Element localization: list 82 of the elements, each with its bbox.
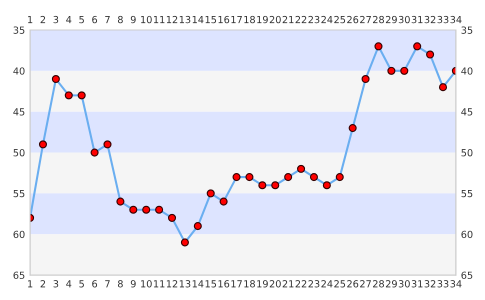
category-label: 22 bbox=[296, 16, 306, 24]
category-label: 8 bbox=[118, 16, 123, 24]
category-label: 29 bbox=[386, 16, 397, 24]
category-label: 15 bbox=[206, 16, 216, 24]
category-label: 2 bbox=[40, 16, 46, 24]
category-label: 23 bbox=[308, 16, 320, 24]
y-tick-label: 45 bbox=[13, 108, 24, 116]
x-tick-label: 22 bbox=[296, 280, 306, 288]
category-label: 21 bbox=[282, 16, 294, 24]
x-tick-label: 24 bbox=[321, 280, 332, 288]
category-label: 13 bbox=[180, 16, 190, 24]
category-label: 25 bbox=[334, 16, 346, 24]
x-tick-label: 9 bbox=[130, 280, 136, 288]
x-tick-label: 19 bbox=[257, 280, 268, 288]
y2-tick-label: 45 bbox=[461, 108, 472, 116]
category-label: 33 bbox=[438, 16, 448, 24]
x-tick-label: 17 bbox=[231, 280, 242, 288]
y-tick-label: 60 bbox=[14, 230, 25, 238]
x-tick-label: 3 bbox=[54, 280, 58, 288]
y-tick-label: 40 bbox=[13, 67, 25, 75]
x-tick-label: 21 bbox=[282, 280, 294, 288]
category-label: 10 bbox=[141, 16, 152, 24]
x-tick-label: 14 bbox=[192, 280, 204, 288]
category-label: 19 bbox=[257, 16, 268, 24]
x-tick-label: 2 bbox=[40, 280, 46, 288]
x-tick-label: 20 bbox=[270, 280, 281, 288]
x-tick-label: 12 bbox=[166, 280, 178, 288]
x-tick-label: 18 bbox=[244, 280, 255, 288]
x-tick-label: 34 bbox=[450, 280, 462, 288]
x-tick-label: 28 bbox=[373, 280, 384, 288]
x-tick-label: 25 bbox=[334, 280, 346, 288]
category-label: 12 bbox=[166, 16, 178, 24]
category-label: 5 bbox=[79, 16, 84, 24]
x-tick-label: 1 bbox=[28, 280, 32, 288]
category-label: 9 bbox=[130, 16, 136, 24]
category-label: 34 bbox=[450, 16, 462, 24]
y2-tick-label: 65 bbox=[461, 272, 472, 279]
x-tick-label: 6 bbox=[92, 280, 98, 288]
category-label: 17 bbox=[231, 16, 242, 24]
category-label: 20 bbox=[270, 16, 281, 24]
x-tick-label: 32 bbox=[424, 280, 436, 288]
x-tick-label: 5 bbox=[79, 280, 84, 288]
y2-tick-label: 60 bbox=[461, 230, 472, 238]
category-label: 26 bbox=[347, 16, 358, 24]
y-tick-label: 35 bbox=[14, 26, 24, 34]
category-label: 3 bbox=[54, 16, 58, 24]
x-tick-label: 23 bbox=[308, 280, 320, 288]
category-label: 18 bbox=[244, 16, 255, 24]
x-tick-label: 31 bbox=[412, 280, 422, 288]
y2-tick-label: 40 bbox=[461, 67, 472, 75]
x-tick-label: 11 bbox=[154, 280, 164, 288]
category-label: 32 bbox=[424, 16, 436, 24]
category-label: 31 bbox=[412, 16, 422, 24]
y-tick-label: 55 bbox=[14, 190, 24, 198]
x-tick-label: 26 bbox=[347, 280, 358, 288]
category-label: 6 bbox=[92, 16, 98, 24]
x-tick-label: 29 bbox=[386, 280, 397, 288]
category-label: 30 bbox=[398, 16, 410, 24]
category-label: 28 bbox=[373, 16, 384, 24]
category-label: 7 bbox=[105, 16, 110, 24]
category-label: 16 bbox=[218, 16, 230, 24]
x-tick-label: 30 bbox=[398, 280, 410, 288]
category-label: 11 bbox=[154, 16, 164, 24]
x-tick-label: 16 bbox=[218, 280, 230, 288]
x-tick-label: 15 bbox=[206, 280, 216, 288]
y-tick-label: 50 bbox=[14, 149, 25, 156]
x-tick-label: 8 bbox=[118, 280, 123, 288]
x-tick-label: 33 bbox=[438, 280, 448, 288]
y2-tick-label: 55 bbox=[462, 190, 472, 198]
x-tick-label: 7 bbox=[105, 280, 110, 288]
x-tick-label: 4 bbox=[66, 280, 72, 288]
category-label: 24 bbox=[321, 16, 332, 24]
category-label: 1 bbox=[28, 16, 32, 24]
category-label: 14 bbox=[192, 16, 204, 24]
x-tick-label: 13 bbox=[180, 280, 190, 288]
category-label: 4 bbox=[66, 16, 72, 24]
category-label: 27 bbox=[360, 16, 371, 24]
y-tick-label: 65 bbox=[14, 272, 24, 279]
y2-tick-label: 50 bbox=[462, 149, 472, 156]
x-tick-label: 27 bbox=[360, 280, 371, 288]
y2-tick-label: 35 bbox=[462, 26, 472, 34]
x-tick-label: 10 bbox=[141, 280, 152, 288]
